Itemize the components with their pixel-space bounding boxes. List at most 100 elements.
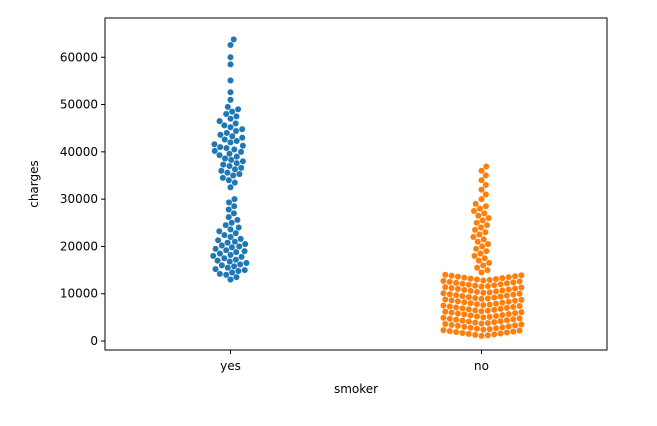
point bbox=[460, 311, 468, 318]
point bbox=[484, 307, 492, 315]
point bbox=[441, 308, 449, 316]
point bbox=[224, 103, 232, 111]
point bbox=[216, 117, 223, 125]
point bbox=[228, 132, 236, 140]
point bbox=[231, 238, 239, 246]
point bbox=[454, 322, 462, 330]
point bbox=[476, 205, 484, 212]
point bbox=[485, 214, 493, 222]
point bbox=[232, 127, 240, 135]
point bbox=[465, 293, 473, 301]
point bbox=[482, 172, 490, 179]
point bbox=[211, 140, 218, 148]
point bbox=[516, 314, 523, 322]
point bbox=[517, 284, 525, 291]
point bbox=[227, 156, 235, 164]
point bbox=[441, 271, 449, 279]
point bbox=[440, 314, 447, 322]
point bbox=[475, 231, 483, 239]
point bbox=[478, 320, 485, 327]
point bbox=[516, 278, 523, 285]
point bbox=[497, 280, 504, 288]
point bbox=[472, 245, 480, 253]
point bbox=[238, 134, 246, 142]
point bbox=[222, 110, 230, 118]
point bbox=[473, 313, 481, 320]
point bbox=[214, 257, 221, 265]
point bbox=[479, 301, 487, 309]
point bbox=[471, 282, 479, 290]
point bbox=[509, 291, 517, 299]
y-tick-label: 0 bbox=[90, 334, 98, 348]
point bbox=[486, 276, 494, 284]
point bbox=[441, 283, 449, 291]
point bbox=[478, 195, 485, 203]
point bbox=[473, 276, 481, 283]
point bbox=[479, 261, 487, 269]
plot-frame bbox=[104, 17, 608, 351]
point bbox=[233, 137, 241, 145]
point bbox=[222, 221, 230, 229]
point bbox=[490, 330, 498, 338]
y-tick-label: 30000 bbox=[60, 192, 98, 206]
point bbox=[486, 313, 494, 321]
point bbox=[484, 295, 492, 302]
point bbox=[452, 316, 460, 324]
point bbox=[232, 248, 240, 256]
point bbox=[511, 272, 519, 280]
point bbox=[220, 254, 228, 262]
point bbox=[217, 167, 225, 175]
point bbox=[472, 200, 480, 208]
point bbox=[478, 307, 485, 315]
point bbox=[478, 295, 485, 303]
point bbox=[509, 328, 517, 335]
point bbox=[517, 271, 525, 279]
point bbox=[478, 167, 485, 175]
point bbox=[233, 153, 241, 160]
point bbox=[454, 297, 462, 305]
point bbox=[212, 245, 220, 253]
point bbox=[505, 273, 513, 281]
point bbox=[479, 289, 487, 297]
point bbox=[232, 256, 240, 264]
point bbox=[467, 324, 475, 332]
point bbox=[480, 209, 488, 217]
point bbox=[231, 195, 238, 203]
point bbox=[221, 155, 229, 162]
point bbox=[470, 207, 478, 215]
point bbox=[227, 60, 234, 68]
point bbox=[475, 257, 483, 265]
point bbox=[485, 259, 493, 267]
point bbox=[212, 265, 219, 273]
point bbox=[517, 308, 525, 316]
y-axis-label: charges bbox=[27, 160, 41, 208]
point bbox=[225, 176, 233, 184]
point bbox=[486, 301, 494, 308]
point bbox=[480, 235, 488, 243]
point bbox=[516, 302, 523, 310]
point bbox=[503, 292, 511, 300]
point bbox=[237, 148, 245, 156]
point bbox=[230, 262, 238, 270]
point bbox=[473, 325, 481, 333]
point bbox=[243, 259, 250, 267]
point bbox=[216, 270, 224, 278]
point bbox=[516, 327, 523, 335]
point bbox=[228, 219, 236, 227]
point bbox=[479, 326, 487, 334]
point bbox=[483, 247, 490, 255]
point bbox=[227, 41, 234, 49]
x-axis-label: smoker bbox=[334, 382, 378, 396]
point bbox=[241, 266, 249, 274]
point bbox=[226, 150, 233, 158]
point bbox=[471, 306, 479, 314]
point bbox=[232, 229, 240, 237]
point bbox=[498, 274, 506, 282]
point bbox=[215, 227, 223, 235]
point bbox=[497, 305, 504, 313]
point bbox=[216, 143, 224, 151]
point bbox=[492, 287, 500, 295]
point bbox=[509, 278, 517, 286]
point bbox=[235, 224, 243, 231]
point bbox=[225, 199, 233, 206]
